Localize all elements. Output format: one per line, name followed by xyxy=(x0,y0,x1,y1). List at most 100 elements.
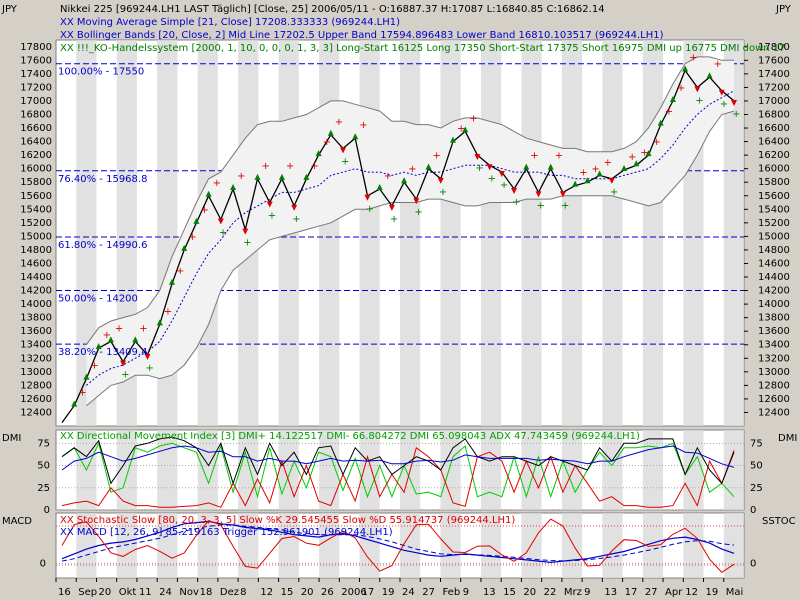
y-tick-label-right: 17000 xyxy=(758,96,790,107)
time-stripe xyxy=(238,430,259,510)
x-tick-label: 27 xyxy=(422,587,435,598)
fibonacci-label: 100.00% - 17550 xyxy=(58,67,144,78)
long-signal-marker xyxy=(669,95,676,102)
y-tick-label-right: 16000 xyxy=(758,164,790,175)
fibonacci-label: 50.00% - 14200 xyxy=(58,294,138,305)
y-tick-label-right: 13600 xyxy=(758,326,790,337)
y-tick-label-left: 13600 xyxy=(20,326,52,337)
long-signal-marker xyxy=(596,170,603,177)
short-signal-marker xyxy=(694,86,701,93)
y-tick-label-right: 14600 xyxy=(758,258,790,269)
stop-marker: + xyxy=(530,151,538,162)
x-tick-label: Mai xyxy=(726,587,744,598)
x-tick-label: 2006 xyxy=(341,587,366,598)
stop-marker: + xyxy=(665,107,673,118)
dmi-minus-line xyxy=(61,446,735,508)
x-tick-label: 17 xyxy=(625,587,638,598)
time-stripe xyxy=(440,430,461,510)
y-tick-label-left: 14200 xyxy=(20,286,52,297)
stop-marker: + xyxy=(610,187,618,198)
x-tick-label: 16 xyxy=(58,587,71,598)
y-tick-label-right: 14000 xyxy=(758,299,790,310)
x-tick-label: 8 xyxy=(240,587,246,598)
long-signal-marker xyxy=(107,336,114,343)
stop-marker: + xyxy=(433,151,441,162)
stop-marker: + xyxy=(457,124,465,135)
y-tick-label-right: 17600 xyxy=(758,55,790,66)
macd-tick-label: 0 xyxy=(40,559,46,570)
macd-tick-label-right: 0 xyxy=(750,559,756,570)
y-tick-label-left: 16200 xyxy=(20,150,52,161)
time-stripe xyxy=(359,40,380,426)
long-signal-marker xyxy=(523,163,530,170)
stop-marker: + xyxy=(591,164,599,175)
stop-marker: + xyxy=(200,205,208,216)
y-tick-label-right: 13800 xyxy=(758,313,790,324)
time-stripe xyxy=(521,40,542,426)
stop-marker: + xyxy=(390,214,398,225)
stop-marker: + xyxy=(237,171,245,182)
time-stripe xyxy=(238,513,259,578)
long-signal-marker xyxy=(181,244,188,251)
stop-marker: + xyxy=(604,157,612,168)
y-tick-label-right: 16600 xyxy=(758,123,790,134)
time-stripe xyxy=(197,430,218,510)
y-tick-label-right: 14400 xyxy=(758,272,790,283)
short-signal-marker xyxy=(474,154,481,161)
y-tick-label-right: 15400 xyxy=(758,204,790,215)
stop-marker: + xyxy=(695,95,703,106)
fibonacci-label: 38.20% - 13409.4 xyxy=(58,347,147,358)
x-tick-label: 9 xyxy=(584,587,590,598)
fibonacci-label: 76.40% - 15968.8 xyxy=(58,174,147,185)
stop-marker: + xyxy=(341,156,349,167)
bollinger-upper-line xyxy=(85,56,734,345)
time-stripe xyxy=(602,40,623,426)
x-tick-label: Feb xyxy=(442,587,460,598)
y-tick-label-left: 17000 xyxy=(20,96,52,107)
long-signal-marker xyxy=(621,165,628,172)
short-signal-marker xyxy=(437,177,444,184)
long-signal-marker xyxy=(645,150,652,157)
long-signal-marker xyxy=(205,190,212,197)
y-tick-label-right: 14200 xyxy=(758,286,790,297)
adx-line xyxy=(61,445,735,471)
y-tick-label-left: 14600 xyxy=(20,258,52,269)
stop-marker: + xyxy=(414,207,422,218)
stop-marker: + xyxy=(188,232,196,243)
time-stripe xyxy=(521,513,542,578)
long-signal-marker xyxy=(71,400,78,407)
time-stripe xyxy=(602,430,623,510)
stop-marker: + xyxy=(103,330,111,341)
long-signal-marker xyxy=(425,163,432,170)
long-signal-marker xyxy=(633,160,640,167)
x-tick-label: Okt xyxy=(119,587,137,598)
stop-marker: + xyxy=(475,163,483,174)
y-tick-label-left: 13800 xyxy=(20,313,52,324)
y-tick-label-left: 14400 xyxy=(20,272,52,283)
time-stripe xyxy=(400,40,421,426)
time-stripe xyxy=(359,430,380,510)
long-signal-marker xyxy=(682,65,689,72)
time-stripe xyxy=(76,40,97,426)
stop-marker: + xyxy=(261,161,269,172)
dmi-tick-label-left: 25 xyxy=(37,483,50,494)
time-stripe xyxy=(319,40,340,426)
y-tick-label-right: 12600 xyxy=(758,394,790,405)
stop-marker: + xyxy=(78,388,86,399)
x-tick-label: 20 xyxy=(301,587,314,598)
x-tick-label: 12 xyxy=(260,587,273,598)
y-tick-label-right: 17400 xyxy=(758,69,790,80)
short-signal-marker xyxy=(242,228,249,235)
long-signal-marker xyxy=(303,173,310,180)
time-stripe xyxy=(157,430,178,510)
long-signal-marker xyxy=(657,119,664,126)
stop-marker: + xyxy=(555,151,563,162)
dmi-tick-label-right: 75 xyxy=(750,438,763,449)
stop-marker: + xyxy=(677,83,685,94)
x-tick-label: 15 xyxy=(503,587,516,598)
short-signal-marker xyxy=(266,201,273,208)
macd-line xyxy=(61,520,735,564)
short-signal-marker xyxy=(388,204,395,211)
stop-marker: + xyxy=(176,266,184,277)
